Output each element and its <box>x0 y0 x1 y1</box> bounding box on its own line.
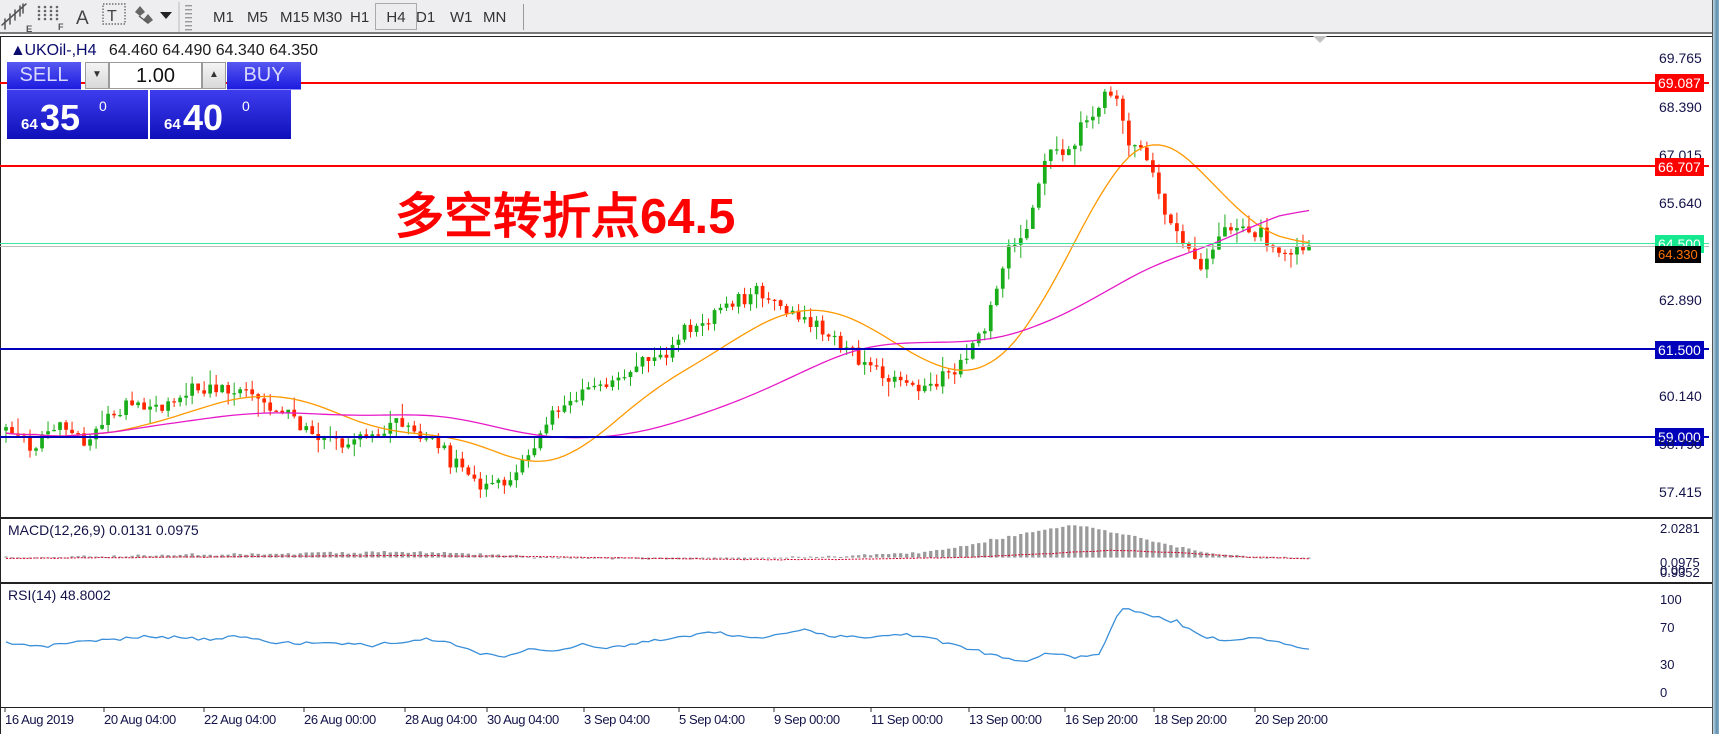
svg-text:A: A <box>76 8 89 29</box>
svg-text:T: T <box>107 8 117 25</box>
svg-text:F: F <box>58 22 64 32</box>
svg-text:E: E <box>26 24 32 34</box>
